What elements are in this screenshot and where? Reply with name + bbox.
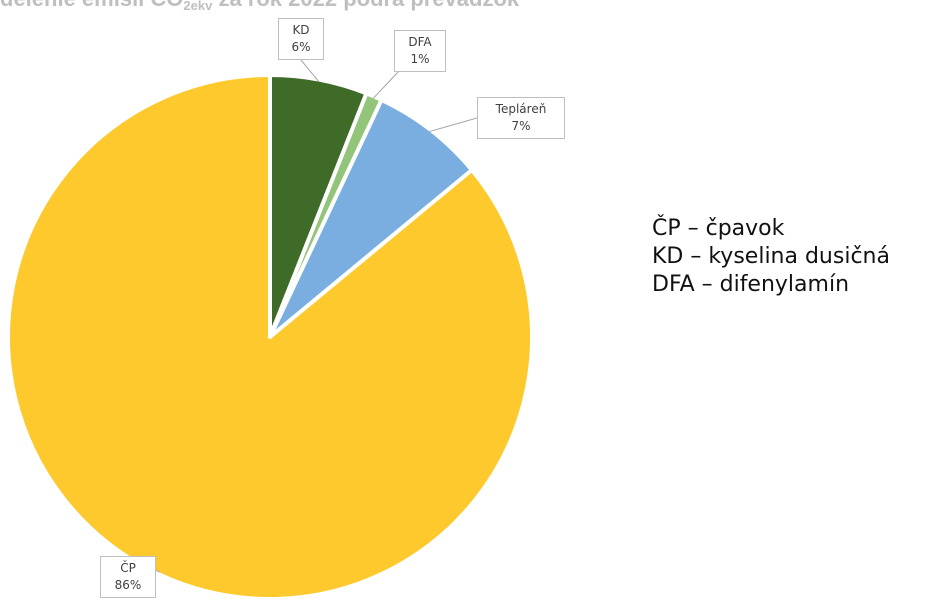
legend-note-cp: ČP – čpavok: [652, 216, 785, 241]
leader-line-2: [372, 71, 399, 99]
data-label-dfa: DFA 1%: [394, 30, 446, 72]
data-label-kd: KD 6%: [278, 18, 324, 60]
data-label-teplaren-value: 7%: [511, 119, 531, 133]
chart-title: delenie emisií CO2ekv za rok 2022 podľa …: [0, 0, 519, 13]
data-label-kd-name: KD: [292, 23, 310, 37]
chart-title-prefix: delenie emisií CO: [0, 0, 183, 11]
legend-note-dfa: DFA – difenylamín: [652, 272, 850, 297]
pie-slice-3: [268, 97, 474, 339]
data-label-dfa-name: DFA: [408, 35, 432, 49]
chart-title-subscript: 2ekv: [183, 0, 213, 13]
data-label-cp-name: ČP: [120, 561, 136, 575]
leader-line-3: [429, 117, 478, 133]
data-label-teplaren-name: Tepláreň: [495, 102, 547, 116]
data-label-dfa-value: 1%: [410, 52, 430, 66]
data-label-kd-value: 6%: [291, 40, 311, 54]
pie-slice-4: [6, 73, 534, 601]
data-label-teplaren: Tepláreň 7%: [477, 97, 565, 139]
abbreviation-legend: ČP – čpavok KD – kyselina dusičná DFA – …: [652, 215, 890, 299]
data-label-cp-value: 86%: [114, 578, 142, 592]
legend-note-kd: KD – kyselina dusičná: [652, 244, 890, 269]
leader-line-1: [300, 59, 320, 82]
data-label-cp: ČP 86%: [100, 556, 156, 598]
chart-title-suffix: za rok 2022 podľa prevádzok: [212, 0, 519, 11]
